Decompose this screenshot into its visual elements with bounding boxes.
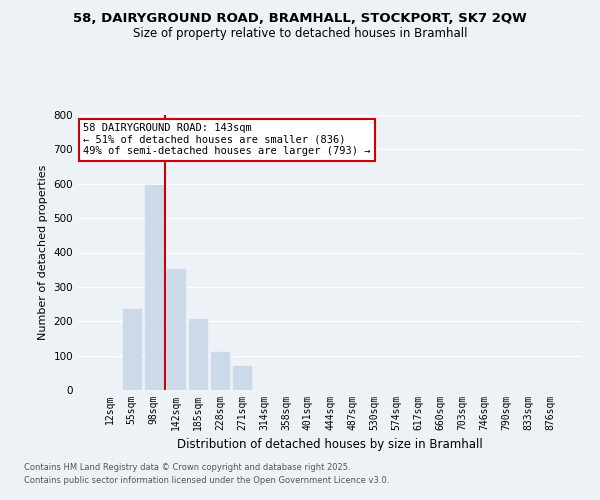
Text: Contains public sector information licensed under the Open Government Licence v3: Contains public sector information licen…	[24, 476, 389, 485]
X-axis label: Distribution of detached houses by size in Bramhall: Distribution of detached houses by size …	[177, 438, 483, 452]
Y-axis label: Number of detached properties: Number of detached properties	[38, 165, 48, 340]
Bar	[123, 309, 140, 390]
Bar	[145, 185, 163, 390]
Bar	[189, 319, 206, 390]
Text: Size of property relative to detached houses in Bramhall: Size of property relative to detached ho…	[133, 28, 467, 40]
Text: 58 DAIRYGROUND ROAD: 143sqm
← 51% of detached houses are smaller (836)
49% of se: 58 DAIRYGROUND ROAD: 143sqm ← 51% of det…	[83, 123, 371, 156]
Text: Contains HM Land Registry data © Crown copyright and database right 2025.: Contains HM Land Registry data © Crown c…	[24, 464, 350, 472]
Bar	[211, 352, 229, 390]
Bar	[233, 366, 251, 390]
Text: 58, DAIRYGROUND ROAD, BRAMHALL, STOCKPORT, SK7 2QW: 58, DAIRYGROUND ROAD, BRAMHALL, STOCKPOR…	[73, 12, 527, 26]
Bar	[167, 269, 185, 390]
